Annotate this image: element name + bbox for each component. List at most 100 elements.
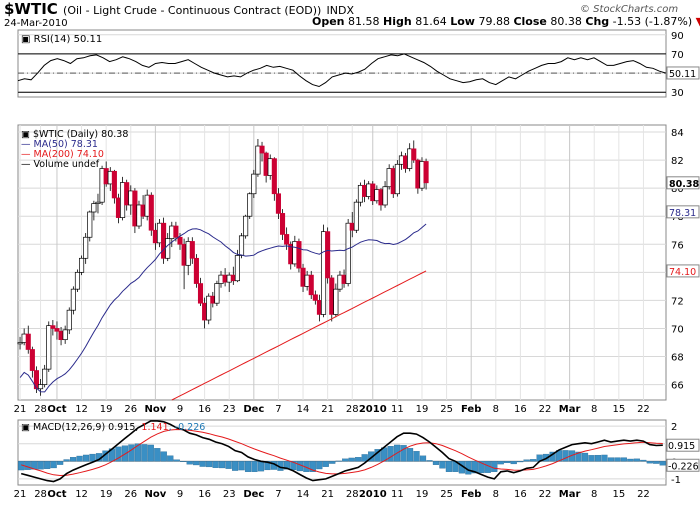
candle-body-down bbox=[222, 274, 228, 283]
macd-histogram-bar bbox=[471, 461, 478, 474]
candle-body-up bbox=[185, 241, 191, 266]
rsi-line bbox=[17, 53, 667, 88]
price-tick-label: 84 bbox=[671, 128, 684, 139]
candle-body-down bbox=[341, 274, 347, 284]
candle-body-up bbox=[21, 333, 27, 343]
macd-histogram-bar bbox=[491, 461, 498, 472]
candle-body-up bbox=[62, 329, 68, 341]
symbol-subtitle: (Oil - Light Crude - Continuous Contract… bbox=[63, 4, 322, 17]
stockcharts-credit[interactable]: © StockCharts.com bbox=[580, 4, 679, 15]
macd-tick-label: -1 bbox=[671, 475, 681, 486]
macd-x-tick-label: 11 bbox=[391, 489, 404, 500]
macd-histogram-bar bbox=[607, 457, 615, 462]
candle-body-up bbox=[366, 183, 372, 197]
candle-body-down bbox=[193, 257, 199, 284]
macd-x-tick-label: 8 bbox=[591, 489, 597, 500]
ma50-current-label-box bbox=[666, 205, 700, 219]
candle-body-up bbox=[17, 342, 23, 345]
candle-body-up bbox=[99, 168, 105, 203]
candle-body-up bbox=[337, 274, 343, 290]
candle-body-down bbox=[210, 295, 216, 304]
macd-histogram-bar bbox=[257, 461, 265, 472]
candle bbox=[394, 160, 400, 197]
macd-x-tick-label: 22 bbox=[637, 489, 650, 500]
macd-x-tick-label: 28 bbox=[346, 489, 359, 500]
macd-histogram-bar bbox=[89, 453, 96, 462]
macd-histogram-bar bbox=[186, 461, 193, 465]
candle-body-down bbox=[181, 243, 187, 266]
candle-body-up bbox=[218, 274, 224, 284]
candle bbox=[312, 290, 318, 305]
macd-histogram-bar bbox=[76, 455, 83, 462]
rsi-tick-label: 90 bbox=[671, 31, 684, 42]
candle-body-up bbox=[79, 257, 85, 273]
macd-legend-signal: 1.141 bbox=[141, 422, 168, 433]
candle-body-up bbox=[407, 148, 413, 169]
macd-x-tick-label: 19 bbox=[416, 489, 429, 500]
macd-histogram-bar bbox=[659, 461, 666, 466]
candle-body-down bbox=[50, 325, 56, 329]
macd-histogram-bar bbox=[180, 461, 187, 462]
ma50-current-label: 78.31 bbox=[669, 208, 696, 219]
price-tick-label: 70 bbox=[671, 324, 684, 335]
ma50-line bbox=[19, 223, 427, 393]
candle bbox=[419, 157, 425, 191]
macd-x-tick-label: 9 bbox=[177, 489, 183, 500]
macd-histogram-bar bbox=[413, 451, 420, 462]
low-label: Low bbox=[450, 15, 475, 28]
macd-histogram-bar bbox=[368, 451, 375, 462]
macd-histogram-bar bbox=[193, 461, 200, 466]
candle bbox=[206, 293, 212, 325]
macd-histogram-bar bbox=[355, 457, 362, 462]
rsi-tick-label: 30 bbox=[671, 88, 684, 99]
price-x-tick-label: 28 bbox=[34, 404, 47, 415]
macd-x-tick-label: 16 bbox=[198, 489, 211, 500]
candle-body-down bbox=[148, 194, 154, 231]
macd-histogram-bar bbox=[348, 457, 355, 462]
macd-histogram-bar bbox=[37, 461, 44, 470]
macd-histogram-bar bbox=[63, 459, 70, 462]
price-x-axis: 21 28 Oct 12 19 26 Nov 9 16 23 Dec 7 14 21 28 2010 11 19 2… bbox=[14, 404, 650, 415]
chart-date: 24-Mar-2010 bbox=[4, 18, 68, 29]
chg-value: -1.53 (-1.87%) bbox=[612, 15, 693, 28]
candle-body-down bbox=[124, 182, 130, 206]
macd-histogram-bar bbox=[594, 454, 602, 462]
candle-body-down bbox=[197, 283, 204, 304]
candle-body-up bbox=[243, 215, 249, 237]
macd-histogram-bar bbox=[523, 459, 530, 462]
candle-body-down bbox=[152, 229, 158, 244]
candle-body-up bbox=[87, 211, 93, 238]
macd-histogram-bar bbox=[212, 461, 219, 468]
hist-current-label: -0.226 bbox=[668, 461, 699, 472]
macd-histogram-bar bbox=[44, 461, 51, 469]
candle-body-down bbox=[189, 241, 195, 259]
candle-body-down bbox=[263, 152, 269, 176]
candle bbox=[46, 321, 52, 372]
rsi-panel: 3050709050.11▣ RSI(14) 50.11 bbox=[17, 29, 700, 99]
macd-tick-label: 2 bbox=[671, 422, 677, 433]
macd-histogram-bar bbox=[497, 461, 504, 465]
price-x-tick-label: 21 bbox=[14, 404, 27, 415]
macd-histogram-bar bbox=[646, 461, 653, 464]
candle bbox=[38, 378, 44, 396]
candle-body-up bbox=[136, 204, 142, 227]
candle-body-down bbox=[58, 330, 64, 341]
candle bbox=[353, 199, 359, 234]
price-x-tick-label: 22 bbox=[539, 404, 552, 415]
macd-current-label: 0.915 bbox=[668, 441, 695, 452]
rsi-current-box bbox=[666, 66, 700, 80]
candle-body-down bbox=[202, 302, 208, 321]
candle-body-up bbox=[74, 271, 81, 290]
price-x-tick-label: 22 bbox=[637, 404, 650, 415]
candle-body-down bbox=[403, 155, 409, 169]
chg-label: Chg bbox=[585, 15, 610, 28]
price-x-tick-label: 16 bbox=[514, 404, 527, 415]
macd-histogram-bar bbox=[432, 461, 440, 465]
candle-body-up bbox=[226, 274, 232, 283]
macd-histogram-bar bbox=[329, 461, 336, 464]
macd-histogram-bar bbox=[504, 461, 511, 464]
candle-body-down bbox=[177, 236, 183, 245]
candle bbox=[120, 176, 126, 221]
macd-histogram-bar bbox=[581, 452, 589, 462]
